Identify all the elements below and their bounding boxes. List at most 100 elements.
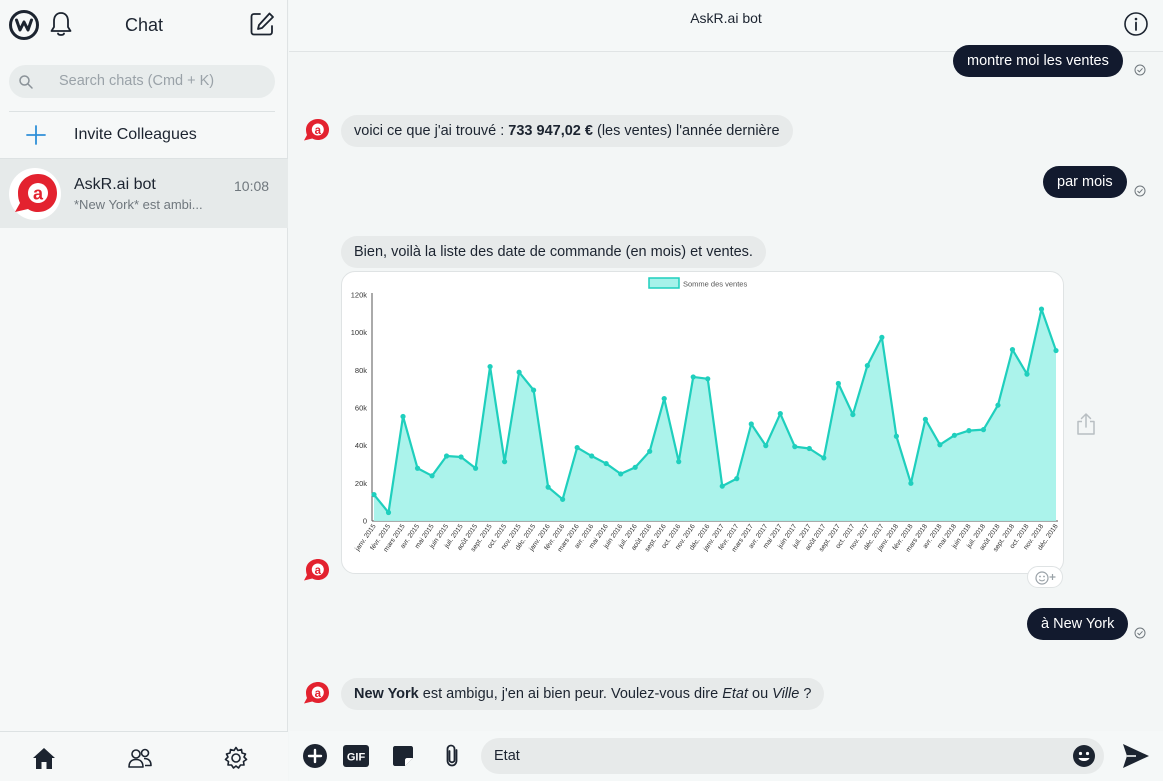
data-point [879, 334, 885, 340]
bot-avatar-icon: a [304, 559, 329, 581]
data-point [429, 473, 435, 479]
message-bold: New York [354, 686, 419, 702]
legend-swatch [648, 277, 680, 289]
chat-title: AskR.ai bot [690, 10, 762, 26]
search-icon [19, 75, 33, 89]
home-icon[interactable] [31, 745, 57, 771]
data-point [560, 496, 566, 502]
y-tick-label: 20k [355, 479, 367, 488]
outgoing-message[interactable]: à New York [1027, 608, 1129, 640]
bell-icon[interactable] [48, 10, 74, 38]
add-reaction-icon [1035, 571, 1056, 585]
svg-text:a: a [315, 565, 322, 577]
svg-text:a: a [315, 125, 322, 137]
chat-panel: AskR.ai bot montre moi les ventes a voic… [289, 0, 1163, 781]
data-point [864, 363, 870, 369]
data-point [414, 465, 421, 471]
option-ville: Ville [772, 686, 800, 702]
data-point [966, 428, 972, 434]
chat-list-item[interactable]: a AskR.ai bot 10:08 *New York* est ambi.… [0, 159, 288, 228]
chat-name: AskR.ai bot [74, 176, 156, 193]
data-point [516, 369, 522, 375]
bot-avatar-icon: a [304, 119, 329, 141]
compose-icon[interactable] [248, 10, 276, 38]
data-point [603, 460, 609, 467]
add-circle-icon[interactable] [302, 743, 328, 769]
data-point [618, 471, 624, 477]
gif-icon[interactable]: GIF [342, 743, 370, 769]
share-icon[interactable] [1075, 412, 1097, 436]
data-point [589, 453, 595, 459]
read-check-icon [1134, 64, 1146, 76]
sales-total: 733 947,02 € [508, 123, 593, 139]
data-point [951, 432, 958, 438]
sticker-icon[interactable] [390, 743, 416, 769]
data-point [821, 455, 827, 461]
divider [9, 111, 275, 112]
emoji-icon[interactable] [1072, 744, 1096, 768]
data-point [995, 402, 1001, 408]
series-area [374, 309, 1056, 521]
workplace-logo-icon[interactable] [8, 9, 40, 41]
send-icon[interactable] [1121, 742, 1151, 770]
data-point [574, 444, 580, 451]
data-point [806, 445, 812, 452]
search-bar[interactable]: Search chats (Cmd + K) [9, 65, 275, 98]
chat-header: AskR.ai bot [289, 0, 1163, 52]
info-icon[interactable] [1123, 11, 1149, 37]
data-point [1038, 306, 1045, 312]
svg-text:a: a [33, 184, 44, 204]
search-input[interactable]: Search chats (Cmd + K) [59, 73, 215, 89]
data-point [1024, 371, 1030, 377]
data-point [734, 476, 740, 482]
data-point [850, 411, 856, 418]
sidebar-footer [0, 731, 288, 781]
message-composer: GIF [289, 731, 1163, 781]
data-point [690, 374, 696, 380]
data-point [647, 448, 653, 454]
read-check-icon [1134, 627, 1146, 639]
data-point [777, 411, 783, 417]
data-point [661, 395, 667, 402]
sidebar-header: Chat [0, 0, 288, 52]
y-tick-label: 60k [355, 404, 367, 413]
outgoing-message[interactable]: montre moi les ventes [953, 45, 1123, 77]
invite-label: Invite Colleagues [74, 126, 197, 143]
people-icon[interactable] [127, 745, 153, 771]
message-input[interactable] [481, 738, 1104, 774]
message-text: est ambigu, j'en ai bien peur. Voulez-vo… [418, 686, 723, 702]
data-point [545, 484, 551, 490]
data-point [400, 413, 406, 420]
data-point [501, 459, 508, 465]
sidebar-title: Chat [124, 15, 164, 35]
series-line [373, 308, 1058, 514]
gear-icon[interactable] [223, 745, 249, 771]
outgoing-message[interactable]: par mois [1043, 166, 1127, 198]
y-tick-label: 100k [351, 328, 368, 337]
invite-colleagues-button[interactable]: Invite Colleagues [0, 114, 288, 158]
message-text: ? [799, 686, 812, 702]
incoming-message[interactable]: Bien, voilà la liste des date de command… [341, 236, 766, 268]
plus-icon [26, 125, 46, 145]
data-point [908, 480, 914, 486]
data-point [443, 453, 450, 459]
incoming-message[interactable]: voici ce que j'ai trouvé : 733 947,02 € … [341, 115, 793, 147]
data-point [719, 483, 725, 489]
data-point [748, 421, 754, 427]
data-point [371, 492, 377, 498]
message-text: (les ventes) l'année dernière [592, 123, 780, 139]
data-point [922, 416, 929, 422]
y-tick-label: 0 [363, 517, 367, 526]
incoming-message[interactable]: New York est ambigu, j'en ai bien peur. … [341, 678, 825, 710]
data-point [1053, 347, 1059, 354]
paperclip-icon[interactable] [440, 743, 466, 769]
add-reaction-button[interactable] [1027, 566, 1063, 588]
chart-card[interactable]: Somme des ventes 0 20k 40k 60k 80k 100k 120k j… [341, 271, 1064, 574]
legend-label: Somme des ventes [683, 280, 747, 289]
data-point [792, 444, 798, 450]
data-point [385, 509, 392, 516]
y-tick-label: 80k [355, 366, 367, 375]
data-point [980, 427, 987, 433]
data-point [763, 443, 769, 449]
